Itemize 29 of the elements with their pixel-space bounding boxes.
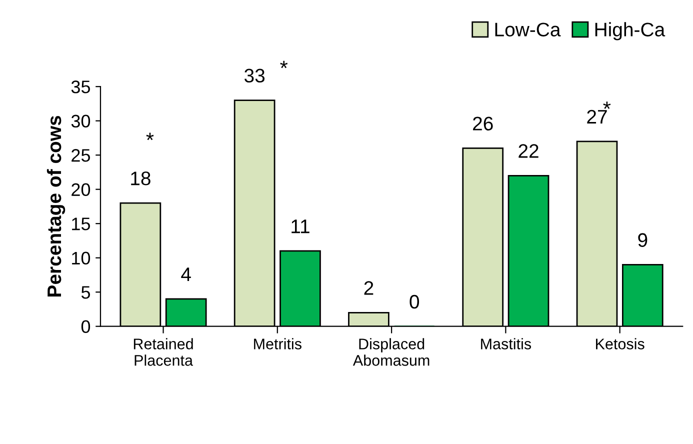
y-tick-label: 0 [81, 320, 90, 334]
y-tick-label: 25 [72, 149, 90, 162]
data-label: 11 [292, 220, 310, 234]
data-label: 2 [364, 281, 374, 295]
data-label: 22 [518, 144, 538, 158]
data-label: 33 [244, 68, 265, 83]
x-tick-label: Metritis [254, 338, 302, 350]
data-label: 9 [638, 233, 648, 247]
data-label: 4 [181, 268, 191, 282]
x-tick-label: Displaced Abomasum [352, 338, 430, 366]
x-tick-label: Ketosis [596, 338, 644, 350]
text: * [280, 60, 288, 68]
legend-label: Low-Ca [495, 22, 561, 36]
y-tick-label: 5 [81, 286, 90, 299]
y-tick-label: 35 [71, 80, 90, 94]
y-tick-label: 30 [71, 114, 90, 128]
y-tick-label: 10 [72, 252, 90, 265]
data-label: 27 [587, 110, 607, 124]
annotation: * [603, 102, 611, 109]
legend-label: High-Ca [595, 22, 666, 40]
data-label: 0 [410, 294, 420, 309]
x-tick-label: Mastitis [481, 338, 532, 350]
y-tick-label: 20 [72, 183, 90, 196]
y-axis-title: Percentage of cows [46, 116, 66, 296]
x-tick-label: Retained Placenta [134, 338, 193, 366]
annotation: * [146, 132, 154, 140]
y-tick-label: 15 [72, 218, 90, 230]
data-label: 26 [473, 116, 493, 130]
data-label: 18 [131, 172, 150, 186]
